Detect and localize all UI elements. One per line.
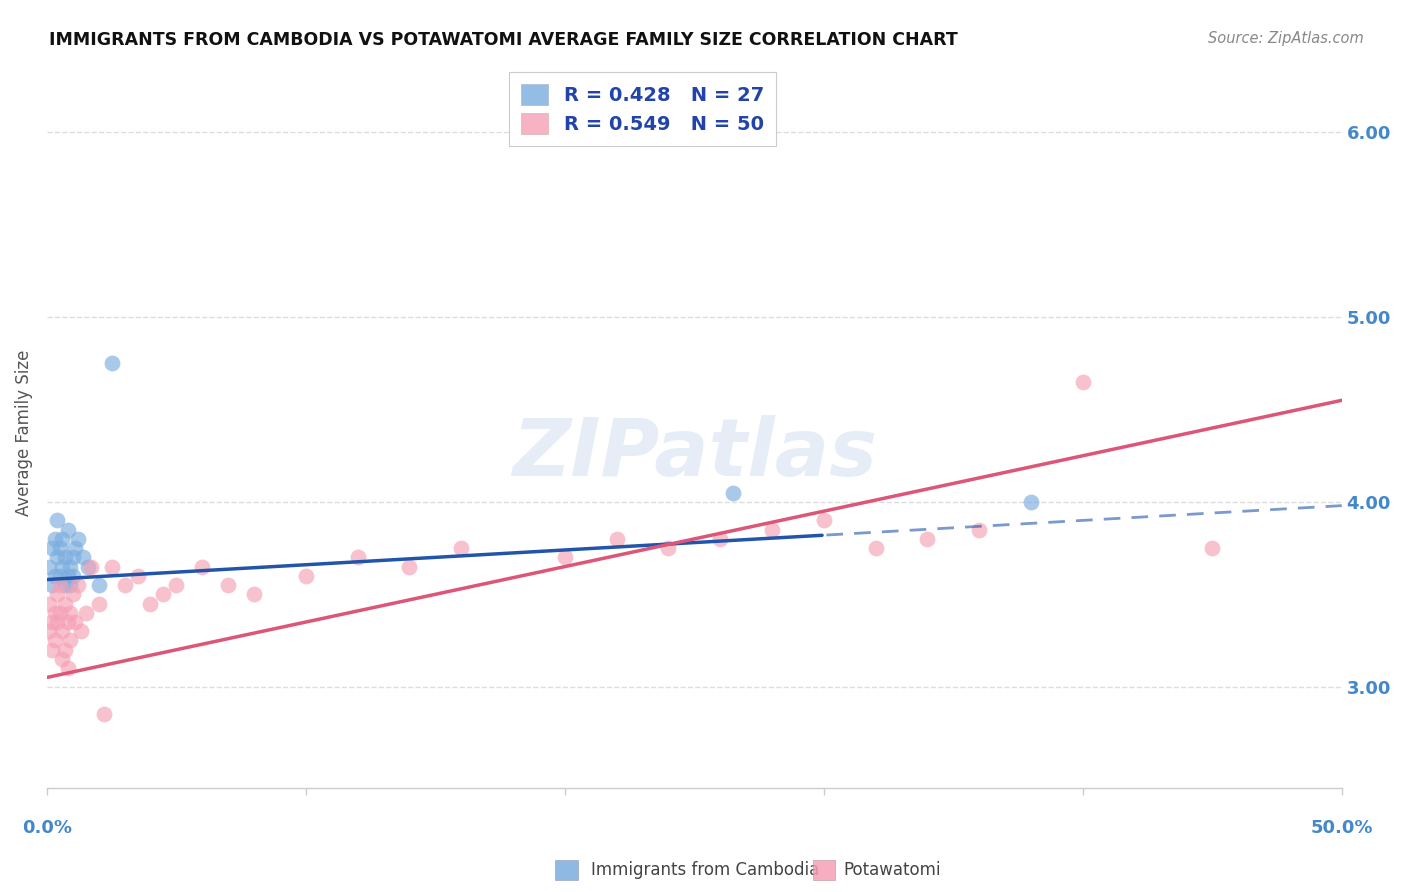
Point (65, 541, 87, 555)
Point (44, 569, 66, 583)
Point (100, 356, 122, 370)
Point (93, 707, 115, 722)
Point (38, 559, 60, 574)
Point (87, 578, 110, 592)
Point (53, 578, 76, 592)
Text: Source: ZipAtlas.com: Source: ZipAtlas.com (1208, 31, 1364, 46)
Point (191, 559, 214, 574)
Text: IMMIGRANTS FROM CAMBODIA VS POTAWATOMI AVERAGE FAMILY SIZE CORRELATION CHART: IMMIGRANTS FROM CAMBODIA VS POTAWATOMI A… (49, 31, 957, 49)
Point (865, 541, 887, 555)
Point (127, 569, 149, 583)
Point (56, 661, 79, 675)
Point (69, 624, 91, 639)
Point (53, 597, 76, 611)
Point (77, 559, 100, 574)
Point (100, 559, 122, 574)
Point (761, 523, 783, 537)
Point (59, 559, 82, 574)
Point (44, 606, 66, 620)
Point (62, 550, 84, 565)
Point (53, 642, 76, 657)
Point (1201, 541, 1223, 555)
Point (46, 550, 69, 565)
Point (41, 578, 63, 592)
Point (56, 569, 79, 583)
Point (62, 569, 84, 583)
Point (66, 532, 89, 546)
Point (1071, 375, 1094, 389)
Point (165, 578, 187, 592)
Point (46, 587, 69, 601)
Point (398, 559, 420, 574)
Point (49, 606, 72, 620)
Point (53, 550, 76, 565)
Point (38, 624, 60, 639)
Point (46, 513, 69, 527)
Point (38, 597, 60, 611)
Text: Potawatomi: Potawatomi (844, 861, 941, 879)
Point (295, 569, 318, 583)
Point (51, 652, 73, 666)
Point (152, 587, 174, 601)
Point (49, 569, 72, 583)
Point (59, 633, 82, 648)
Point (75, 606, 97, 620)
Point (217, 578, 239, 592)
Point (44, 633, 66, 648)
Y-axis label: Average Family Size: Average Family Size (15, 350, 32, 516)
Text: 50.0%: 50.0% (1310, 819, 1374, 837)
Point (66, 578, 89, 592)
Text: ZIPatlas: ZIPatlas (512, 415, 877, 493)
Point (709, 532, 731, 546)
Point (813, 513, 835, 527)
Point (41, 615, 63, 629)
Point (51, 559, 73, 574)
Point (49, 578, 72, 592)
Point (59, 578, 82, 592)
Point (114, 578, 136, 592)
Point (65, 615, 87, 629)
Point (87, 597, 110, 611)
Text: 0.0%: 0.0% (22, 819, 72, 837)
Point (41, 541, 63, 555)
Point (41, 642, 63, 657)
Point (59, 606, 82, 620)
Point (657, 541, 679, 555)
Point (1019, 495, 1042, 509)
Legend: R = 0.428   N = 27, R = 0.549   N = 50: R = 0.428 N = 27, R = 0.549 N = 50 (509, 72, 776, 146)
Point (49, 541, 72, 555)
Point (346, 550, 368, 565)
Point (62, 587, 84, 601)
Text: Immigrants from Cambodia: Immigrants from Cambodia (591, 861, 818, 879)
Point (56, 615, 79, 629)
Point (606, 532, 628, 546)
Point (72, 550, 94, 565)
Point (721, 485, 744, 500)
Point (917, 532, 939, 546)
Point (450, 541, 472, 555)
Point (51, 532, 73, 546)
Point (46, 615, 69, 629)
Point (139, 597, 162, 611)
Point (56, 523, 79, 537)
Point (967, 523, 990, 537)
Point (80, 559, 103, 574)
Point (51, 624, 73, 639)
Point (554, 550, 576, 565)
Point (243, 587, 266, 601)
Point (44, 532, 66, 546)
